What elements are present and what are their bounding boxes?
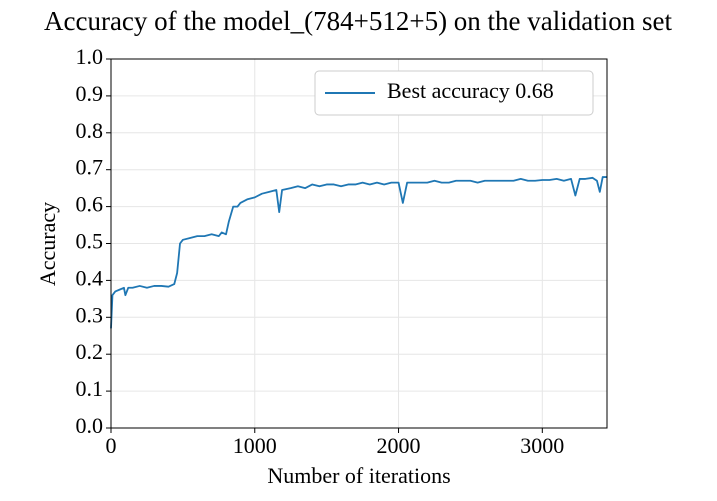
plot-frame xyxy=(110,58,608,429)
legend-box xyxy=(314,70,594,116)
data-line xyxy=(110,176,607,329)
y-tick-label: 1.0 xyxy=(76,44,104,69)
x-tick-label: 2000 xyxy=(377,433,421,458)
y-tick-label: 0.8 xyxy=(76,118,104,143)
x-tick-label: 3000 xyxy=(520,433,564,458)
y-axis-label: Accuracy xyxy=(35,202,60,286)
chart-title: Accuracy of the model_(784+512+5) on the… xyxy=(44,6,673,36)
y-tick-label: 0.0 xyxy=(76,413,104,438)
y-tick-label: 0.4 xyxy=(76,265,104,290)
y-tick-label: 0.5 xyxy=(76,229,104,254)
y-tick-label: 0.6 xyxy=(76,192,104,217)
y-tick-label: 0.7 xyxy=(76,155,104,180)
x-axis-label: Number of iterations xyxy=(267,463,450,488)
x-tick-label: 0 xyxy=(106,433,117,458)
legend-label: Best accuracy 0.68 xyxy=(387,78,554,103)
y-tick-label: 0.2 xyxy=(76,339,104,364)
y-tick-label: 0.1 xyxy=(76,376,104,401)
x-tick-label: 1000 xyxy=(233,433,277,458)
y-tick-label: 0.3 xyxy=(76,302,104,327)
y-tick-label: 0.9 xyxy=(76,81,104,106)
